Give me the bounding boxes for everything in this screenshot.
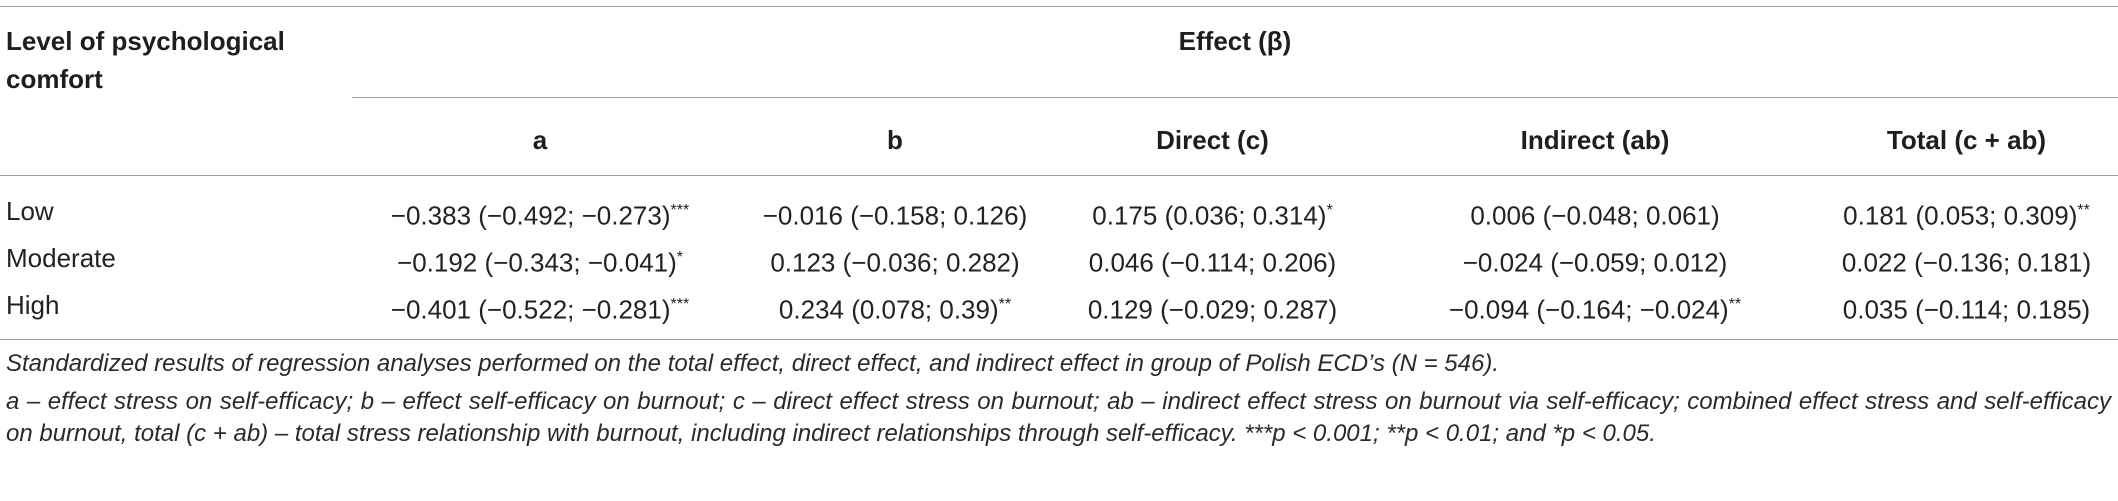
header-bottom-rule [0,175,2118,176]
column-header-b: b [887,125,903,155]
row-label-low: Low [6,196,54,226]
table-top-rule [0,6,2118,7]
column-header-a: a [532,125,548,155]
table-cell: 0.175 (0.036; 0.314)* [1092,200,1333,231]
table-cell: −0.024 (−0.059; 0.012) [1462,247,1728,278]
row-label-moderate: Moderate [6,243,116,273]
table-cell: 0.035 (−0.114; 0.185) [1842,294,2091,325]
table-caption-footnote: Standardized results of regression analy… [6,350,1500,377]
row-header: Level of psychological comfort [6,26,285,94]
column-header-direct: Direct (c) [1156,125,1269,155]
table-cell: 0.006 (−0.048; 0.061) [1470,200,1720,231]
effect-group-rule [352,97,2118,98]
table-cell: 0.046 (−0.114; 0.206) [1088,247,1337,278]
table-cell: −0.016 (−0.158; 0.126) [762,200,1028,231]
table-cell: 0.123 (−0.036; 0.282) [770,247,1020,278]
table-cell: −0.192 (−0.343; −0.041)* [397,247,683,278]
abbreviations-footnote: a – effect stress on self-efficacy; b – … [6,388,2111,447]
table-cell: −0.383 (−0.492; −0.273)*** [390,200,690,231]
table-cell: −0.094 (−0.164; −0.024)** [1448,294,1742,325]
table-cell: 0.022 (−0.136; 0.181) [1841,247,2092,278]
table-bottom-rule [0,339,2118,340]
column-header-total: Total (c + ab) [1886,125,2047,155]
table-cell: 0.234 (0.078; 0.39)** [778,294,1012,325]
row-label-high: High [6,290,60,320]
table-cell: 0.129 (−0.029; 0.287) [1087,294,1338,325]
column-header-indirect: Indirect (ab) [1520,125,1670,155]
table-cell: 0.181 (0.053; 0.309)** [1843,200,2090,231]
table-cell: −0.401 (−0.522; −0.281)*** [390,294,690,325]
effect-group-header: Effect (β) [1178,26,1292,56]
